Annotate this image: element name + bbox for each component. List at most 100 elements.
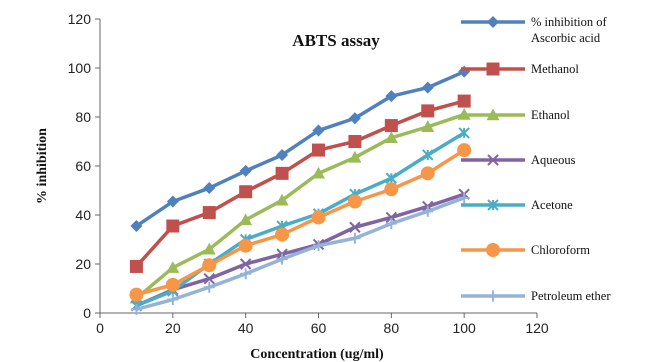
legend-item: Acetone [461,198,573,212]
data-point [130,220,143,233]
y-tick-label: 20 [75,256,91,272]
series-line [135,70,465,228]
data-point [202,258,217,273]
series-methanol [129,94,471,273]
data-point [166,261,180,273]
data-point [349,221,361,233]
x-tick-label: 80 [384,320,400,336]
y-tick-label: 0 [83,305,91,321]
data-point [348,135,362,148]
data-point [275,166,289,180]
legend-marker [486,108,500,121]
y-tick-label: 80 [75,109,91,125]
legend-marker [486,243,500,257]
legend-marker [487,199,499,211]
data-point [457,143,472,158]
data-point [239,164,252,177]
series-line [135,99,465,268]
data-point [421,104,435,118]
x-tick-label: 20 [165,320,181,336]
series-acetone [130,127,470,312]
x-axis-title: Concentration (ug/ml) [250,347,384,362]
y-tick-label: 100 [68,60,92,76]
data-point [384,182,399,197]
data-point [165,277,180,292]
data-point [384,131,398,144]
legend-label: % inhibition of Ascorbic acid [531,15,608,45]
legend-label: Chloroform [531,243,590,257]
data-point [420,166,435,181]
data-point [202,206,216,220]
legend-marker [487,290,499,302]
series-line [135,192,465,308]
y-axis-title: % inhibition [35,128,50,204]
data-point [458,127,470,139]
data-point [457,94,471,108]
data-point [312,143,325,157]
x-tick-label: 60 [311,320,327,336]
data-point [239,213,253,226]
series-petroleum-ether [130,192,470,315]
x-tick-label: 120 [525,320,549,336]
data-point [276,148,289,161]
y-tick-label: 60 [75,158,91,174]
data-point [384,119,398,133]
legend-label: Acetone [531,198,573,212]
legend-item: Aqueous [461,153,576,167]
legend-item: Ethanol [461,108,570,122]
legend-marker [487,16,499,28]
legend-label: Methanol [531,62,579,76]
data-point [347,194,362,209]
data-point [421,81,434,94]
data-point [312,124,325,137]
series-line [135,148,466,297]
data-point [422,149,434,161]
data-point [203,182,216,195]
series-chloroform [129,143,472,302]
data-point [129,259,143,273]
data-point [349,232,361,244]
legend-item: Chloroform [461,243,590,257]
series-aqueous [130,188,470,312]
data-point [203,272,215,285]
chart-title: ABTS assay [292,31,380,50]
x-tick-label: 0 [96,320,104,336]
series--inhibition-of-ascorbic-acid [130,65,471,233]
data-point [203,281,215,293]
data-point [385,172,398,184]
legend-label: Ethanol [531,108,570,122]
legend-label: Aqueous [531,153,576,167]
data-point [348,150,362,163]
data-point [311,210,326,225]
series-line [135,196,465,312]
y-tick-label: 120 [68,11,92,27]
data-point [167,294,179,306]
data-point [238,238,253,253]
data-point [129,287,144,302]
series-layer [129,65,472,315]
x-tick-label: 100 [452,320,476,336]
axes: 0 20 40 60 80 100 120 0 20 40 60 80 100 120 [68,11,549,336]
series-line [135,112,465,300]
data-point [275,227,290,242]
data-point [458,192,470,204]
legend-item: % inhibition of Ascorbic acid [461,15,608,45]
data-point [239,185,253,199]
legend-label: Petroleum ether [531,289,611,303]
data-point [312,166,325,179]
y-tick-label: 40 [75,207,91,223]
legend-marker [487,154,499,166]
data-point [385,218,397,230]
data-point [275,193,289,206]
legend-marker [486,62,500,76]
data-point [166,195,179,208]
data-point [421,120,435,132]
data-point [166,219,180,233]
series-line [135,131,466,308]
data-point [240,268,252,280]
x-tick-label: 40 [238,320,254,336]
series-ethanol [129,108,471,304]
data-point [348,112,361,125]
